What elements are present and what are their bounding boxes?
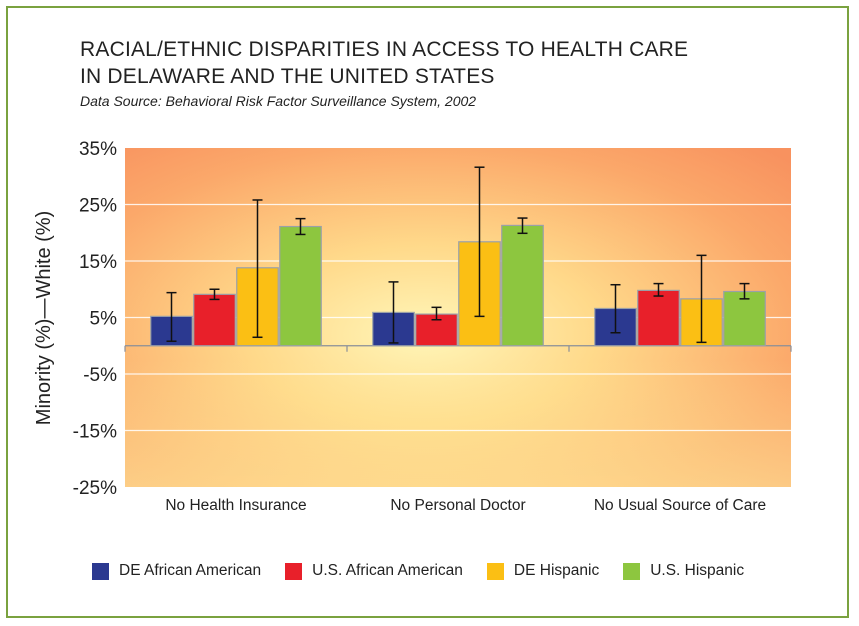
legend-item: U.S. Hispanic	[623, 562, 744, 580]
bar	[279, 225, 322, 347]
y-tick-label: 5%	[90, 309, 118, 330]
chart-title-line1: RACIAL/ETHNIC DISPARITIES IN ACCESS TO H…	[80, 38, 689, 61]
legend-label: U.S. Hispanic	[650, 562, 745, 579]
chart-title: RACIAL/ETHNIC DISPARITIES IN ACCESS TO H…	[80, 36, 688, 90]
x-tick-label: No Personal Doctor	[390, 497, 525, 514]
y-tick-label: -25%	[73, 478, 117, 499]
bar	[193, 293, 236, 347]
y-tick-label: 35%	[79, 139, 117, 160]
bar	[637, 289, 680, 347]
chart-title-line2: IN DELAWARE AND THE UNITED STATES	[80, 65, 495, 88]
legend-swatch	[486, 562, 504, 580]
chart-subtitle: Data Source: Behavioral Risk Factor Surv…	[80, 93, 477, 109]
plot-background-fade	[125, 360, 791, 487]
y-axis-label: Minority (%)—White (%)	[33, 211, 55, 425]
y-tick-label: 25%	[79, 196, 117, 217]
legend-label: DE African American	[119, 562, 262, 579]
bar	[723, 290, 766, 347]
legend-label: DE Hispanic	[513, 562, 600, 579]
legend: DE African American U.S. African American…	[92, 562, 768, 580]
legend-swatch	[623, 562, 641, 580]
y-tick-label: -15%	[73, 422, 117, 443]
y-tick-label: -5%	[83, 365, 117, 386]
x-tick-label: No Health Insurance	[165, 497, 306, 514]
x-tick-label: No Usual Source of Care	[594, 497, 766, 514]
legend-swatch	[92, 562, 109, 580]
legend-label: U.S. African American	[312, 562, 463, 579]
legend-item: U.S. African American	[285, 562, 463, 580]
legend-item: DE Hispanic	[486, 562, 600, 580]
bar	[501, 224, 544, 347]
legend-item: DE African American	[92, 562, 261, 580]
legend-swatch	[285, 562, 303, 580]
y-tick-label: 15%	[79, 252, 117, 273]
